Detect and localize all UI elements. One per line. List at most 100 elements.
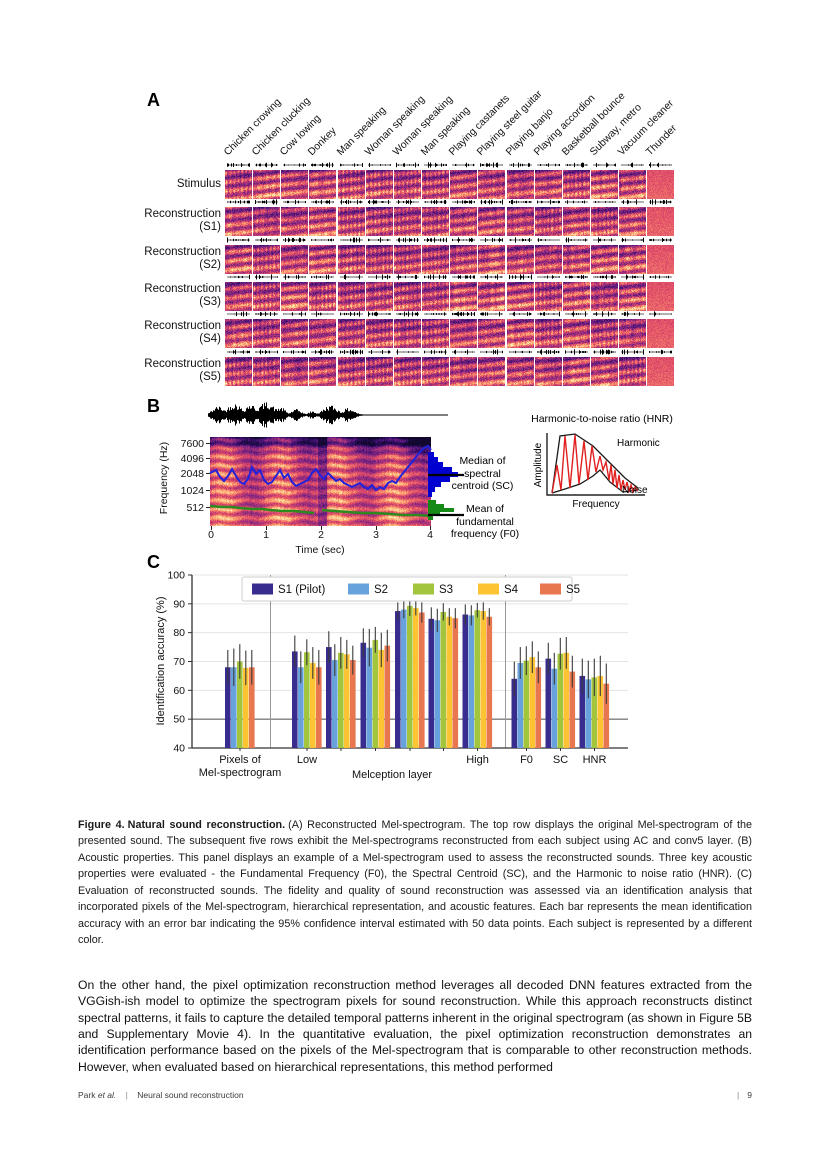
time-tick-mark — [430, 526, 431, 530]
bar-S5-g7 — [535, 667, 542, 748]
hnr-noise-label: Noise — [622, 485, 648, 496]
category-label-g0-l1: Mel-spectrogram — [199, 767, 282, 779]
bar-S1Pilot-g7 — [511, 678, 518, 748]
hnr-ylabel: Amplitude — [533, 442, 544, 487]
hnr-xlabel: Frequency — [572, 499, 619, 510]
row-label-line1: Reconstruction — [144, 357, 221, 370]
y-tick-label-70: 70 — [173, 656, 185, 668]
legend-swatch-3 — [413, 583, 434, 595]
waveform-strip-row1 — [225, 199, 676, 206]
spectrogram-row-s4 — [225, 319, 676, 349]
bar-S1Pilot-g3 — [360, 642, 367, 748]
legend-swatch-4 — [478, 583, 499, 595]
row-label-line1: Reconstruction — [144, 208, 221, 221]
time-tick-2: 2 — [318, 529, 324, 541]
bar-S2-g5 — [434, 620, 441, 748]
hnr-signal — [551, 434, 639, 495]
bar-S4-g2 — [344, 654, 350, 748]
time-tick-0: 0 — [208, 529, 214, 541]
bar-S2-g8 — [551, 668, 558, 748]
spectral-centroid-line — [209, 444, 432, 492]
hnr-axes — [546, 433, 645, 496]
time-tick-3: 3 — [373, 529, 379, 541]
bar-S5-g0 — [249, 667, 255, 748]
bar-S2-g4 — [401, 609, 407, 748]
spectrogram-row-s3 — [225, 281, 676, 311]
row-label-line1: Reconstruction — [144, 245, 221, 258]
spectrogram-overlay — [209, 444, 432, 518]
bar-S3-g6 — [474, 610, 481, 748]
spectrogram-row-s2 — [225, 244, 676, 274]
freq-tick-mark — [206, 443, 210, 444]
bar-S1Pilot-g8 — [545, 658, 552, 748]
time-tick-mark — [211, 526, 212, 530]
f0-line-a — [209, 504, 315, 515]
sc-histogram — [428, 452, 464, 497]
bar-S1Pilot-g4 — [395, 611, 401, 748]
category-label-g8-l0: SC — [553, 754, 568, 766]
waveform-strip-row0 — [225, 162, 676, 168]
bar-S3-g2 — [338, 652, 344, 748]
footer-author: Park — [78, 1090, 96, 1100]
bar-S3-g5 — [440, 611, 447, 748]
time-tick-1: 1 — [263, 529, 269, 541]
sc-annotation-line2: spectral — [464, 467, 501, 480]
y-axis-label: Identification accuracy (%) — [155, 597, 167, 726]
hnr-title: Harmonic-to-noise ratio (HNR) — [531, 413, 673, 425]
bar-S4-g7 — [529, 657, 536, 748]
legend-label-1: S1 (Pilot) — [278, 584, 325, 596]
category-label-g7-l0: F0 — [520, 754, 533, 766]
waveform-strip-row4 — [225, 311, 676, 318]
waveform-strip-row5 — [225, 348, 676, 355]
category-label-g1-l0: Low — [297, 754, 317, 766]
y-tick-label-80: 80 — [173, 627, 185, 639]
hnr-upper-envelope — [551, 433, 639, 494]
legend-swatch-1 — [252, 583, 273, 595]
freq-tick-512: 512 — [186, 502, 204, 514]
bar-S1Pilot-g2 — [326, 647, 332, 748]
legend-box — [241, 576, 573, 602]
freq-tick-mark — [206, 458, 210, 459]
bar-S5-g3 — [384, 645, 391, 748]
bar-S3-g1 — [304, 652, 310, 748]
bar-S4-g6 — [480, 611, 487, 748]
bar-S2-g7 — [517, 662, 524, 748]
category-label-g6-l0: High — [466, 754, 489, 766]
bar-S2-g0 — [231, 667, 237, 748]
bar-S5-g2 — [350, 660, 356, 748]
f0-annotation-line1: Mean of — [466, 503, 504, 515]
time-tick-mark — [266, 526, 267, 530]
f0-annotation-line2: fundamental — [456, 515, 514, 528]
bar-S2-g1 — [298, 667, 304, 748]
freq-tick-7600: 7600 — [180, 438, 204, 450]
freq-tick-mark — [206, 473, 210, 474]
f0-histogram — [428, 500, 464, 520]
waveform-strip-row2 — [225, 236, 676, 243]
time-axis-label: Time (sec) — [295, 544, 345, 556]
row-label-recon-s2: Reconstruction (S2) — [100, 246, 221, 272]
freq-tick-1024: 1024 — [180, 485, 204, 497]
bar-S4-g4 — [413, 608, 419, 748]
time-tick-mark — [376, 526, 377, 530]
category-label-g0-l0: Pixels of — [219, 754, 262, 766]
bar-S3-g4 — [407, 605, 413, 748]
figure-caption: Figure 4. Natural sound reconstruction. (A… — [78, 817, 752, 949]
freq-tick-2048: 2048 — [180, 468, 204, 480]
body-paragraph: On the other hand, the pixel optimizatio… — [78, 978, 752, 1074]
bar-S1Pilot-g1 — [292, 651, 298, 748]
bar-S5-g8 — [569, 671, 576, 748]
bar-S1Pilot-g5 — [428, 618, 435, 748]
category-label-g9-l0: HNR — [583, 754, 607, 766]
y-tick-label-60: 60 — [173, 685, 185, 697]
spectrogram-row-stimulus — [225, 170, 676, 199]
bar-S4-g0 — [243, 667, 249, 748]
bar-S3-g8 — [557, 653, 564, 748]
page-footer: Park et al. | Neural sound reconstructio… — [78, 1090, 752, 1100]
row-label-recon-s3: Reconstruction (S3) — [100, 283, 221, 309]
bar-S5-g9 — [603, 683, 610, 748]
legend-label-4: S4 — [504, 584, 519, 596]
bar-S3-g0 — [237, 661, 243, 748]
legend-label-2: S2 — [374, 584, 388, 596]
panel-a-label: A — [147, 90, 160, 110]
